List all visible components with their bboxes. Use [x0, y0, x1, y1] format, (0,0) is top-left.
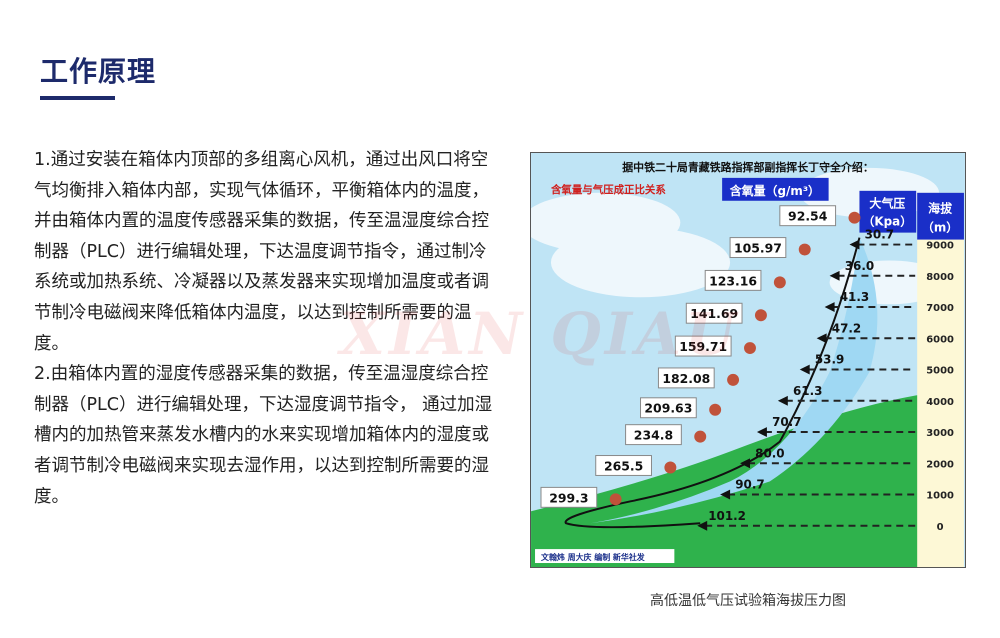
oxygen-header: 含氧量（g/m³）	[730, 183, 820, 198]
pressure-label: 61.3	[793, 384, 822, 398]
pressure-header-line2: （Kpa）	[862, 214, 912, 229]
figure-heading: 据中铁二十局青藏铁路指挥部副指挥长丁守全介绍：	[622, 160, 874, 174]
altitude-label: 1000	[926, 491, 954, 502]
oxygen-label: 209.63	[644, 401, 692, 416]
climber-figure	[773, 276, 786, 289]
credit-text: 文翰炜 周大庆 编制 新华社发	[541, 552, 645, 562]
description-text: 1.通过安装在箱体内顶部的多组离心风机，通过出风口将空气均衡排入箱体内部，实现气…	[34, 145, 494, 512]
arrow-head-icon	[824, 302, 835, 313]
pressure-label: 90.7	[735, 478, 764, 492]
oxygen-label: 299.3	[549, 490, 588, 505]
altitude-label: 3000	[926, 428, 954, 439]
altitude-label: 8000	[926, 272, 954, 283]
pressure-label: 41.3	[840, 290, 869, 304]
pressure-label: 36.0	[845, 259, 874, 273]
altitude-label: 4000	[926, 397, 954, 408]
oxygen-label: 182.08	[662, 371, 710, 386]
arrow-head-icon	[799, 364, 810, 375]
altitude-header-line1: 海拔	[928, 201, 953, 216]
watermark: XIAN QIAU	[340, 300, 740, 368]
altitude-label: 5000	[926, 366, 954, 377]
oxygen-box	[657, 367, 715, 389]
title-underline	[40, 96, 115, 100]
relation-note: 含氧量与气压成正比关系	[551, 183, 666, 196]
climber-figure	[754, 309, 767, 322]
oxygen-box	[704, 269, 762, 291]
oxygen-label: 159.71	[679, 339, 727, 354]
oxygen-box	[729, 237, 787, 258]
pressure-label: 80.0	[755, 446, 784, 460]
oxygen-label: 92.54	[788, 209, 828, 224]
climber-figure	[848, 211, 861, 224]
pressure-label: 47.2	[832, 321, 861, 335]
pressure-label: 30.7	[865, 228, 894, 242]
climber-figure	[694, 430, 707, 443]
oxygen-box	[595, 455, 652, 476]
section-title: 工作原理	[40, 55, 157, 88]
climber-figure	[664, 461, 677, 474]
arrow-head-icon	[849, 239, 860, 250]
altitude-label: 7000	[926, 303, 954, 314]
paragraph-humidity: 2.由箱体内置的湿度传感器采集的数据，传至温湿度综合控制器（PLC）进行编辑处理…	[34, 364, 493, 507]
pressure-label: 101.2	[708, 509, 746, 523]
figure-caption: 高低温低气压试验箱海拔压力图	[650, 593, 846, 609]
climber-figure	[609, 493, 622, 506]
altitude-pressure-figure: 据中铁二十局青藏铁路指挥部副指挥长丁守全介绍： 含氧量与气压成正比关系 含氧量（…	[521, 152, 966, 568]
oxygen-label: 234.8	[634, 428, 673, 443]
oxygen-box	[640, 397, 697, 419]
climber-figure	[798, 243, 811, 256]
altitude-header-line2: （m）	[922, 220, 958, 235]
pressure-label: 70.7	[772, 415, 801, 429]
oxygen-box	[540, 486, 598, 508]
pressure-header-line1: 大气压	[869, 196, 905, 211]
altitude-label: 9000	[926, 241, 954, 252]
altitude-label: 6000	[926, 334, 954, 345]
oxygen-label: 105.97	[734, 241, 782, 256]
altitude-label: 0	[937, 522, 944, 533]
arrow-head-icon	[720, 489, 731, 500]
pressure-label: 53.9	[815, 353, 844, 367]
oxygen-box	[779, 205, 837, 227]
climber-figure	[744, 342, 756, 355]
paragraph-temperature: 1.通过安装在箱体内顶部的多组离心风机，通过出风口将空气均衡排入箱体内部，实现气…	[34, 150, 489, 354]
climber-figure	[709, 403, 722, 416]
climber-figure	[727, 373, 740, 386]
oxygen-label: 265.5	[604, 458, 643, 473]
oxygen-box	[625, 424, 682, 446]
arrow-head-icon	[697, 520, 708, 531]
arrow-head-icon	[777, 395, 788, 406]
oxygen-label: 123.16	[709, 273, 757, 288]
arrow-head-icon	[740, 458, 750, 469]
arrow-head-icon	[756, 427, 767, 438]
arrow-head-icon	[829, 270, 840, 281]
oxygen-box	[674, 335, 732, 357]
oxygen-label: 141.69	[690, 306, 738, 321]
altitude-label: 2000	[926, 459, 954, 470]
arrow-head-icon	[816, 333, 827, 344]
oxygen-box	[685, 302, 743, 324]
